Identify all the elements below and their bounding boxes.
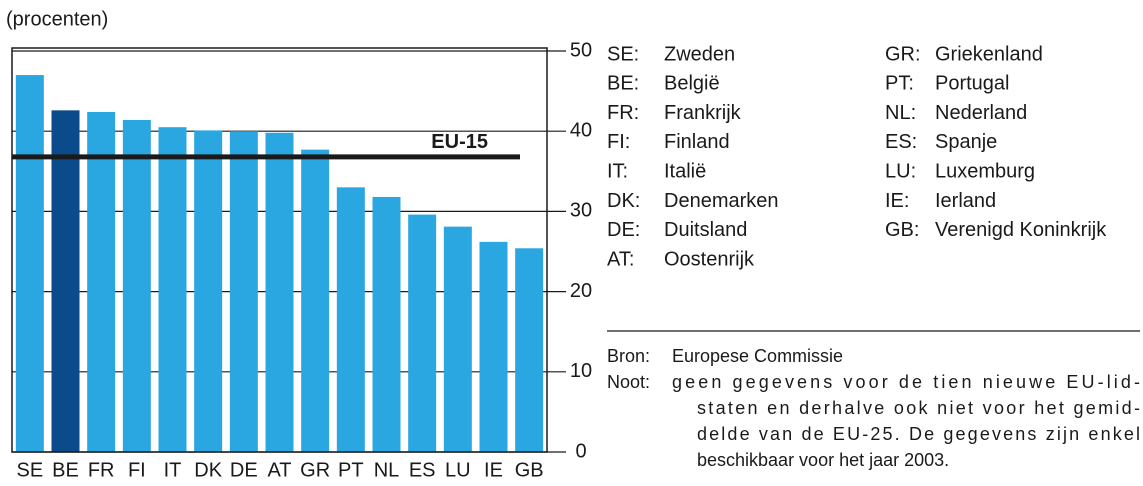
legend-code: NL: (885, 102, 916, 124)
legend-code: SE: (607, 43, 639, 65)
bar (515, 248, 544, 452)
bar (194, 130, 223, 452)
x-tick-label: SE (16, 459, 43, 481)
reference-label: EU-15 (431, 131, 488, 153)
legend-code: IE: (885, 190, 909, 212)
x-tick-label: NL (374, 459, 400, 481)
plot-frame (11, 47, 548, 453)
source-text: Europese Commissie (672, 346, 843, 366)
y-tick-label: 50 (570, 39, 592, 61)
legend-name: Nederland (935, 102, 1027, 124)
legend-code: FR: (607, 102, 639, 124)
x-tick-label: ES (409, 459, 436, 481)
legend-code: GR: (885, 43, 921, 65)
bar (265, 132, 294, 452)
bar (229, 131, 258, 452)
bar (372, 196, 401, 452)
note-line: beschikbaar voor het jaar 2003. (697, 450, 949, 470)
y-tick-label: 0 (575, 440, 586, 462)
legend-code: AT: (607, 248, 634, 270)
x-tick-label: LU (445, 459, 471, 481)
note-line: delde van de EU-25. De gegevens zijn enk… (697, 424, 1140, 444)
legend-code: IT: (607, 160, 628, 182)
x-tick-label: BE (52, 459, 79, 481)
x-tick-label: IE (484, 459, 503, 481)
legend-code: DE: (607, 219, 640, 241)
legend-name: Portugal (935, 73, 1010, 95)
y-tick-label: 40 (570, 119, 592, 141)
legend-name: Ierland (935, 190, 996, 212)
legend-name: Duitsland (664, 219, 747, 241)
bar (51, 110, 80, 453)
x-tick-label: GR (300, 459, 330, 481)
legend-code: BE: (607, 73, 639, 95)
legend-name: Denemarken (664, 190, 779, 212)
bar (301, 149, 330, 452)
chart-title: (procenten) (6, 8, 108, 30)
bar (443, 226, 472, 452)
legend-name: Finland (664, 131, 730, 153)
note-line: staten en derhalve ook niet voor het gem… (697, 398, 1140, 418)
x-tick-label: DE (230, 459, 258, 481)
legend-code: ES: (885, 131, 917, 153)
bar (87, 111, 116, 453)
legend-code: DK: (607, 190, 640, 212)
x-tick-label: AT (267, 459, 291, 481)
note-label: Noot: (607, 372, 650, 392)
legend-name: Italië (664, 160, 706, 182)
legend-code: GB: (885, 219, 919, 241)
x-tick-label: FR (88, 459, 115, 481)
y-tick-label: 20 (570, 280, 592, 302)
legend-name: Verenigd Koninkrijk (935, 219, 1107, 241)
bar (336, 187, 365, 452)
legend-name: Zweden (664, 43, 735, 65)
legend-code: PT: (885, 73, 914, 95)
legend-name: Oostenrijk (664, 248, 755, 270)
x-tick-label: FI (128, 459, 146, 481)
legend-name: Spanje (935, 131, 997, 153)
bar (479, 241, 508, 452)
x-tick-label: IT (164, 459, 182, 481)
bar (408, 214, 437, 452)
legend-name: België (664, 73, 720, 95)
x-tick-label: GB (515, 459, 544, 481)
y-tick-label: 30 (570, 200, 592, 222)
legend-name: Griekenland (935, 43, 1043, 65)
legend-name: Frankrijk (664, 102, 742, 124)
legend-code: LU: (885, 160, 916, 182)
legend-code: FI: (607, 131, 630, 153)
y-tick-label: 10 (570, 360, 592, 382)
x-tick-label: DK (194, 459, 222, 481)
bar (158, 127, 187, 452)
bar (15, 75, 44, 452)
legend-name: Luxemburg (935, 160, 1035, 182)
bar (122, 119, 151, 453)
source-label: Bron: (607, 346, 650, 366)
note-line: geen gegevens voor de tien nieuwe EU-lid… (672, 372, 1140, 392)
x-tick-label: PT (338, 459, 364, 481)
